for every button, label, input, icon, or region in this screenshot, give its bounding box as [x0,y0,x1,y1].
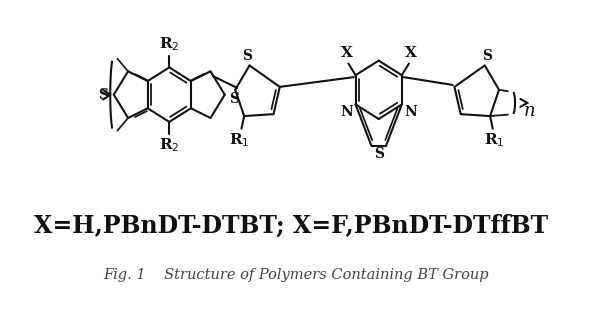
Text: N: N [404,105,417,119]
Text: S: S [483,49,492,62]
Text: R$_1$: R$_1$ [229,132,250,149]
Text: N: N [340,105,353,119]
Text: n: n [524,102,536,120]
Text: R$_2$: R$_2$ [159,35,180,53]
Text: S: S [374,147,384,161]
Text: S: S [98,88,109,102]
Text: X: X [405,46,417,60]
Text: R$_2$: R$_2$ [159,137,180,154]
Text: X=H,PBnDT-DTBT; X=F,PBnDT-DTffBT: X=H,PBnDT-DTBT; X=F,PBnDT-DTffBT [34,214,548,238]
Text: R$_1$: R$_1$ [485,132,505,149]
Text: X: X [341,46,353,60]
Text: Fig. 1    Structure of Polymers Containing BT Group: Fig. 1 Structure of Polymers Containing … [104,268,489,282]
Text: S: S [242,49,252,62]
Text: S: S [229,91,240,106]
